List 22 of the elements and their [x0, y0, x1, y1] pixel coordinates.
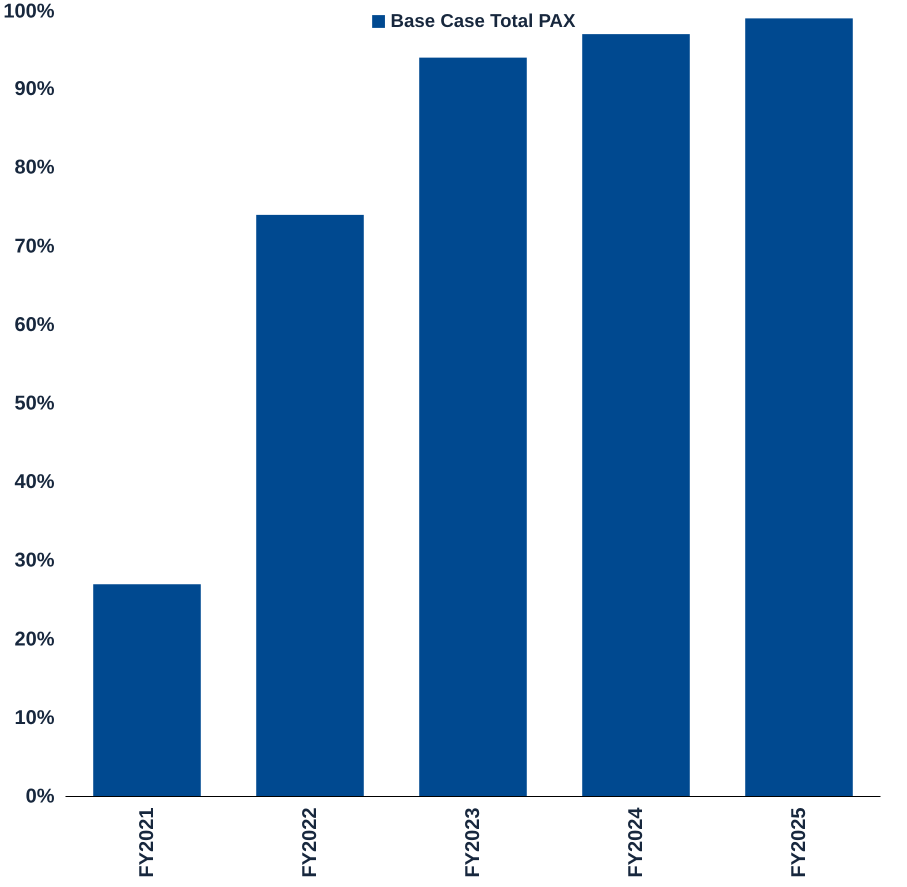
x-tick-label: FY2024 — [625, 806, 647, 878]
x-tick-label: FY2021 — [136, 807, 158, 878]
y-tick-label: 60% — [14, 314, 55, 336]
y-tick-label: 0% — [26, 786, 55, 808]
x-tick-label: FY2022 — [299, 807, 321, 878]
x-tick-label: FY2023 — [462, 807, 484, 878]
bar — [93, 584, 201, 796]
y-tick-label: 20% — [14, 628, 55, 650]
y-tick-label: 40% — [14, 471, 55, 494]
y-tick-label: 100% — [3, 0, 55, 22]
y-tick-label: 10% — [14, 706, 55, 729]
bar — [745, 18, 853, 796]
bar — [256, 214, 364, 796]
y-tick-label: 30% — [14, 550, 55, 572]
x-tick-label: FY2025 — [788, 807, 810, 878]
legend-label: Base Case Total PAX — [390, 10, 576, 32]
y-tick-label: 50% — [14, 392, 55, 414]
bar — [419, 58, 527, 796]
bar — [582, 34, 690, 796]
y-tick-label: 90% — [14, 78, 55, 100]
y-tick-label: 80% — [14, 156, 55, 179]
y-tick-label: 70% — [14, 235, 55, 258]
